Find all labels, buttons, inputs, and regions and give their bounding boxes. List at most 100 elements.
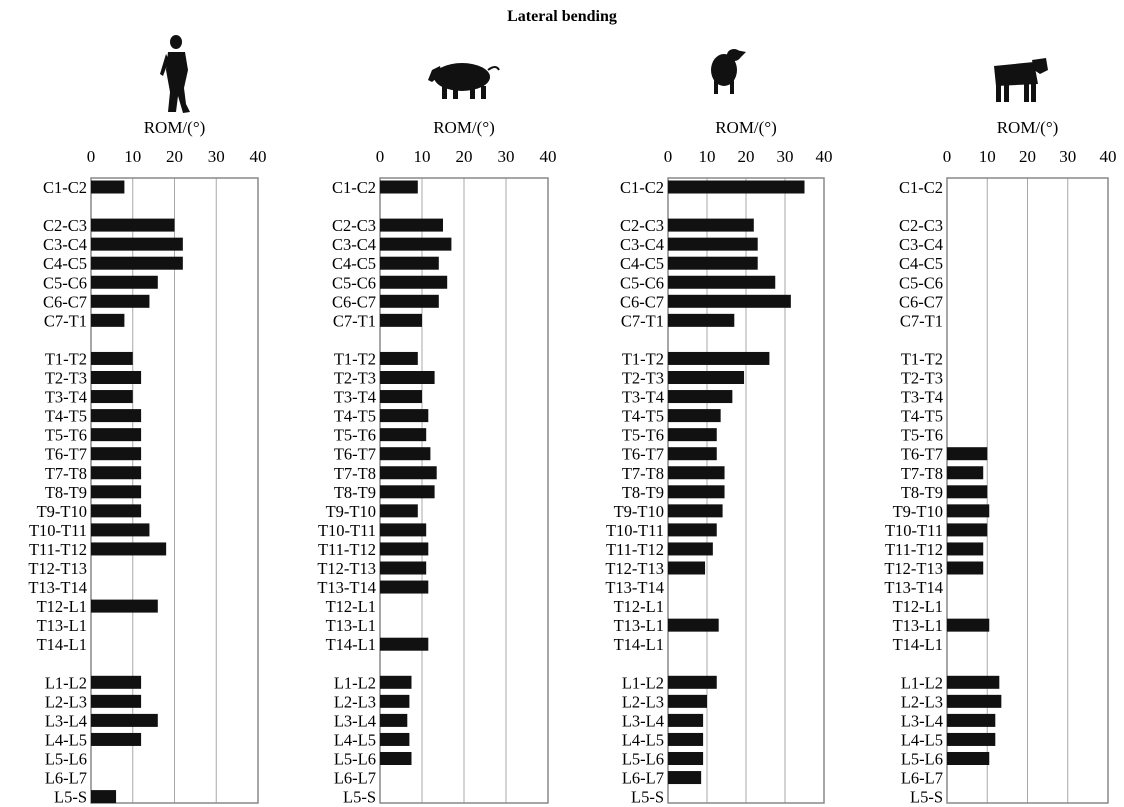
category-label: L2-L3 <box>334 692 376 711</box>
category-label: L5-S <box>54 788 87 807</box>
bar <box>380 371 435 384</box>
bar <box>91 485 142 499</box>
category-label: L2-L3 <box>45 692 87 711</box>
category-label: L5-L6 <box>622 750 664 769</box>
bar <box>668 542 713 556</box>
bar <box>947 675 1000 689</box>
category-label: T12-T13 <box>605 559 664 578</box>
bar <box>380 351 418 365</box>
figure-title: Lateral bending <box>507 8 617 25</box>
bar <box>91 256 183 270</box>
x-tick-label: 20 <box>166 147 183 166</box>
category-label: C1-C2 <box>332 178 376 197</box>
x-tick-label: 40 <box>816 147 833 166</box>
bar <box>947 504 990 518</box>
x-tick-label: 30 <box>498 147 515 166</box>
bar <box>668 428 717 442</box>
category-label: L1-L2 <box>901 673 943 692</box>
category-label: C7-T1 <box>44 311 87 330</box>
category-label: C4-C5 <box>332 254 376 273</box>
x-tick-label: 30 <box>777 147 794 166</box>
category-label: C1-C2 <box>43 178 87 197</box>
bar <box>91 790 117 804</box>
bar <box>91 675 142 689</box>
category-label: L2-L3 <box>622 692 664 711</box>
bar <box>668 313 735 327</box>
category-label: C2-C3 <box>43 216 87 235</box>
category-label: C7-T1 <box>621 311 664 330</box>
category-label: C3-C4 <box>899 235 943 254</box>
category-label: T8-T9 <box>45 483 87 502</box>
category-label: T14-L1 <box>893 635 943 654</box>
bar <box>91 294 150 308</box>
pig-silhouette-icon <box>428 63 500 99</box>
category-label: T3-T4 <box>901 388 943 407</box>
category-label: T2-T3 <box>45 369 87 388</box>
bar <box>91 732 142 746</box>
category-label: L6-L7 <box>622 769 664 788</box>
bar <box>91 466 142 480</box>
bar <box>91 542 167 556</box>
category-label: T11-T12 <box>885 540 943 559</box>
category-label: T13-L1 <box>893 616 943 635</box>
category-label: T4-T5 <box>901 407 943 426</box>
x-tick-label: 30 <box>208 147 225 166</box>
bar <box>668 218 754 232</box>
bar <box>668 294 791 308</box>
x-tick-label: 20 <box>738 147 755 166</box>
bar <box>91 409 142 423</box>
category-label: L4-L5 <box>45 730 87 749</box>
category-label: C6-C7 <box>43 292 87 311</box>
category-label: T6-T7 <box>334 445 376 464</box>
category-label: L5-S <box>910 788 943 807</box>
category-label: T9-T10 <box>326 502 376 521</box>
x-tick-label: 40 <box>1100 147 1117 166</box>
bar <box>947 618 990 632</box>
bar <box>668 447 717 461</box>
category-label: T12-L1 <box>37 597 87 616</box>
bar <box>380 694 410 708</box>
category-label: T14-L1 <box>37 635 87 654</box>
bar <box>668 466 725 480</box>
bar <box>380 561 427 575</box>
category-label: L6-L7 <box>901 769 943 788</box>
sheep-silhouette-icon <box>711 49 746 94</box>
bar <box>668 371 745 384</box>
bar <box>668 390 733 404</box>
category-label: C5-C6 <box>620 273 664 292</box>
category-label: T9-T10 <box>37 502 87 521</box>
bar <box>668 237 758 251</box>
bar <box>91 180 125 194</box>
category-label: T2-T3 <box>334 369 376 388</box>
bar <box>380 275 448 289</box>
bar <box>947 466 984 480</box>
category-label: T5-T6 <box>901 426 943 445</box>
bar <box>91 694 142 708</box>
category-label: T13-L1 <box>37 616 87 635</box>
bar <box>668 485 725 499</box>
bar <box>380 485 435 499</box>
bar <box>91 351 133 365</box>
category-label: T13-L1 <box>326 616 376 635</box>
bar <box>380 732 410 746</box>
x-tick-label: 10 <box>414 147 431 166</box>
bar <box>668 732 704 746</box>
category-label: L4-L5 <box>334 730 376 749</box>
x-tick-label: 0 <box>376 147 385 166</box>
x-tick-label: 40 <box>540 147 557 166</box>
category-label: T8-T9 <box>901 483 943 502</box>
bar <box>668 523 717 537</box>
category-label: T13-T14 <box>317 578 376 597</box>
category-label: C6-C7 <box>620 292 664 311</box>
bar <box>91 523 150 537</box>
bar <box>668 713 704 727</box>
category-label: T5-T6 <box>622 426 664 445</box>
category-label: T1-T2 <box>334 349 376 368</box>
category-label: T4-T5 <box>622 407 664 426</box>
x-axis-label: ROM/(°) <box>715 118 777 137</box>
bar <box>91 218 175 232</box>
bar <box>91 275 158 289</box>
bar <box>947 752 990 765</box>
category-label: T4-T5 <box>334 407 376 426</box>
x-tick-label: 10 <box>124 147 141 166</box>
